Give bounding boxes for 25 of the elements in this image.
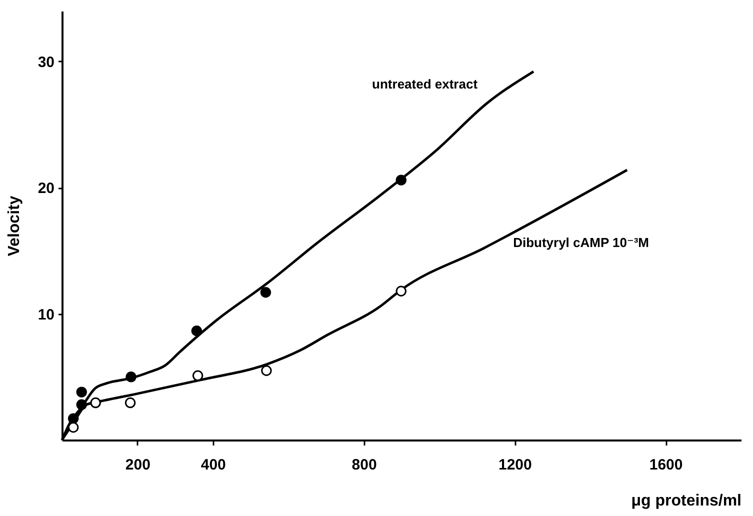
point: [260, 287, 272, 298]
x-tick-label: 800: [352, 456, 377, 474]
x-axis-title: μg proteins/ml: [631, 492, 742, 510]
series-label: untreated extract: [372, 76, 478, 92]
point: [396, 174, 406, 186]
x-tick-label: 1200: [498, 456, 532, 474]
point: [191, 326, 202, 336]
point: [396, 286, 406, 296]
y-tick-label: 10: [38, 306, 54, 324]
point: [124, 397, 136, 408]
point: [90, 397, 101, 408]
x-tick-label: 400: [200, 456, 226, 474]
point: [126, 372, 136, 382]
x-tick-label: 200: [125, 456, 150, 474]
series-label: Dibutyryl cAMP 10⁻³M: [513, 234, 650, 250]
y-tick-label: 30: [38, 54, 54, 71]
point: [192, 370, 204, 381]
point: [76, 399, 87, 410]
point: [261, 365, 272, 376]
y-axis-title: Velocity: [6, 196, 23, 256]
x-tick-label: 1600: [649, 456, 683, 474]
point: [76, 386, 87, 398]
point: [68, 422, 79, 433]
y-tick-label: 20: [38, 180, 54, 198]
point: [68, 413, 79, 424]
